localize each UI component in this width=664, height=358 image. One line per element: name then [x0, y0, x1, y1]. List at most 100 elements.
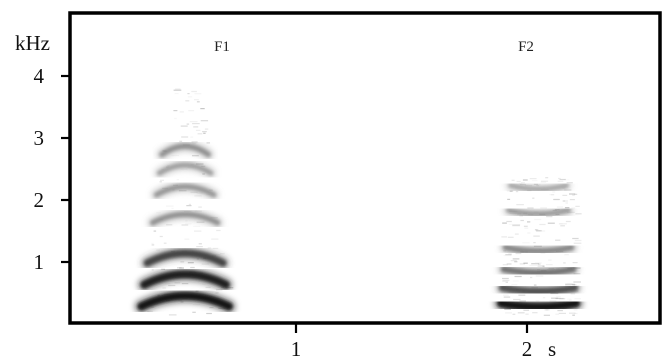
noise-speck: [159, 181, 162, 183]
formant-band: [137, 291, 233, 311]
noise-speck: [181, 224, 189, 226]
noise-speck: [220, 253, 225, 255]
noise-speck: [540, 230, 546, 232]
noise-speck: [201, 263, 210, 265]
noise-speck: [512, 224, 521, 226]
noise-speck: [541, 180, 549, 182]
noise-speck: [202, 131, 207, 133]
noise-speck: [187, 96, 193, 98]
noise-speck: [531, 180, 538, 182]
noise-speck: [156, 249, 160, 251]
noise-speck: [505, 254, 512, 256]
noise-speck: [192, 311, 196, 313]
noise-speck: [191, 90, 197, 93]
noise-speck: [556, 296, 561, 298]
series-label-f2: F2: [518, 39, 534, 55]
series-label-f1: F1: [214, 39, 230, 55]
formant-band: [498, 284, 579, 295]
noise-speck: [173, 110, 178, 112]
noise-speck: [501, 236, 507, 238]
noise-speck: [574, 239, 582, 242]
noise-speck: [540, 181, 547, 183]
noise-speck: [547, 222, 555, 224]
noise-speck: [527, 207, 534, 209]
noise-speck: [206, 312, 212, 315]
noise-speck: [512, 225, 520, 227]
noise-speck: [502, 222, 507, 224]
noise-speck: [533, 242, 536, 244]
noise-speck: [209, 307, 214, 309]
noise-speck: [502, 279, 510, 281]
noise-speck: [186, 123, 190, 125]
noise-speck: [216, 289, 223, 291]
noise-speck: [575, 213, 582, 215]
noise-speck: [555, 297, 561, 299]
noise-speck: [206, 142, 210, 144]
noise-speck: [151, 244, 155, 246]
noise-speck: [201, 283, 206, 285]
noise-speck: [507, 236, 514, 238]
noise-speck: [557, 180, 564, 182]
noise-speck: [180, 261, 185, 263]
y-tick-label-1: 1: [34, 250, 45, 274]
noise-speck: [196, 101, 200, 103]
noise-speck: [187, 93, 190, 95]
noise-speck: [193, 225, 201, 227]
noise-speck: [524, 227, 529, 229]
noise-speck: [512, 280, 519, 282]
noise-speck: [543, 314, 550, 316]
noise-speck: [187, 262, 194, 264]
series-f2: [494, 180, 584, 314]
noise-speck: [174, 282, 181, 284]
noise-speck: [207, 247, 212, 249]
noise-speck: [181, 136, 189, 138]
noise-speck: [185, 100, 190, 102]
noise-speck: [179, 111, 184, 113]
noise-speck: [558, 223, 567, 225]
noise-speck: [502, 280, 509, 282]
noise-speck: [192, 123, 200, 125]
noise-speck: [527, 221, 531, 223]
noise-speck: [512, 313, 516, 315]
noise-speck: [564, 254, 569, 256]
noise-speck: [195, 129, 201, 131]
noise-speck: [147, 310, 153, 313]
noise-speck: [216, 229, 221, 232]
noise-speck: [555, 239, 561, 241]
noise-speck: [502, 277, 509, 280]
y-unit-label: kHz: [15, 31, 50, 55]
noise-speck: [520, 219, 524, 222]
noise-speck: [166, 224, 173, 226]
noise-speck: [565, 220, 571, 223]
noise-speck: [153, 230, 157, 232]
formant-band: [159, 143, 211, 158]
noise-speck: [525, 313, 529, 315]
noise-speck: [188, 110, 195, 112]
noise-speck: [185, 220, 188, 222]
noise-speck: [198, 206, 202, 208]
noise-speck: [181, 283, 189, 285]
formant-band: [508, 183, 569, 192]
noise-speck: [211, 238, 219, 240]
noise-speck: [572, 262, 578, 264]
noise-speck: [159, 235, 163, 238]
noise-speck: [174, 93, 179, 95]
noise-speck: [189, 121, 198, 123]
noise-speck: [503, 294, 509, 296]
noise-speck: [168, 314, 177, 316]
noise-speck: [537, 263, 541, 265]
noise-speck: [572, 314, 575, 316]
axes-layer: 1 2 3 4 1 2: [34, 64, 533, 358]
formant-band: [156, 162, 214, 176]
noise-speck: [534, 262, 542, 264]
noise-speck: [531, 263, 539, 265]
noise-speck: [168, 284, 176, 287]
formant-band: [150, 211, 221, 226]
noise-speck: [522, 242, 530, 244]
noise-speck: [197, 133, 203, 135]
noise-speck: [537, 265, 545, 267]
noise-speck: [534, 218, 542, 221]
noise-speck: [535, 229, 539, 231]
noise-speck: [545, 177, 549, 179]
